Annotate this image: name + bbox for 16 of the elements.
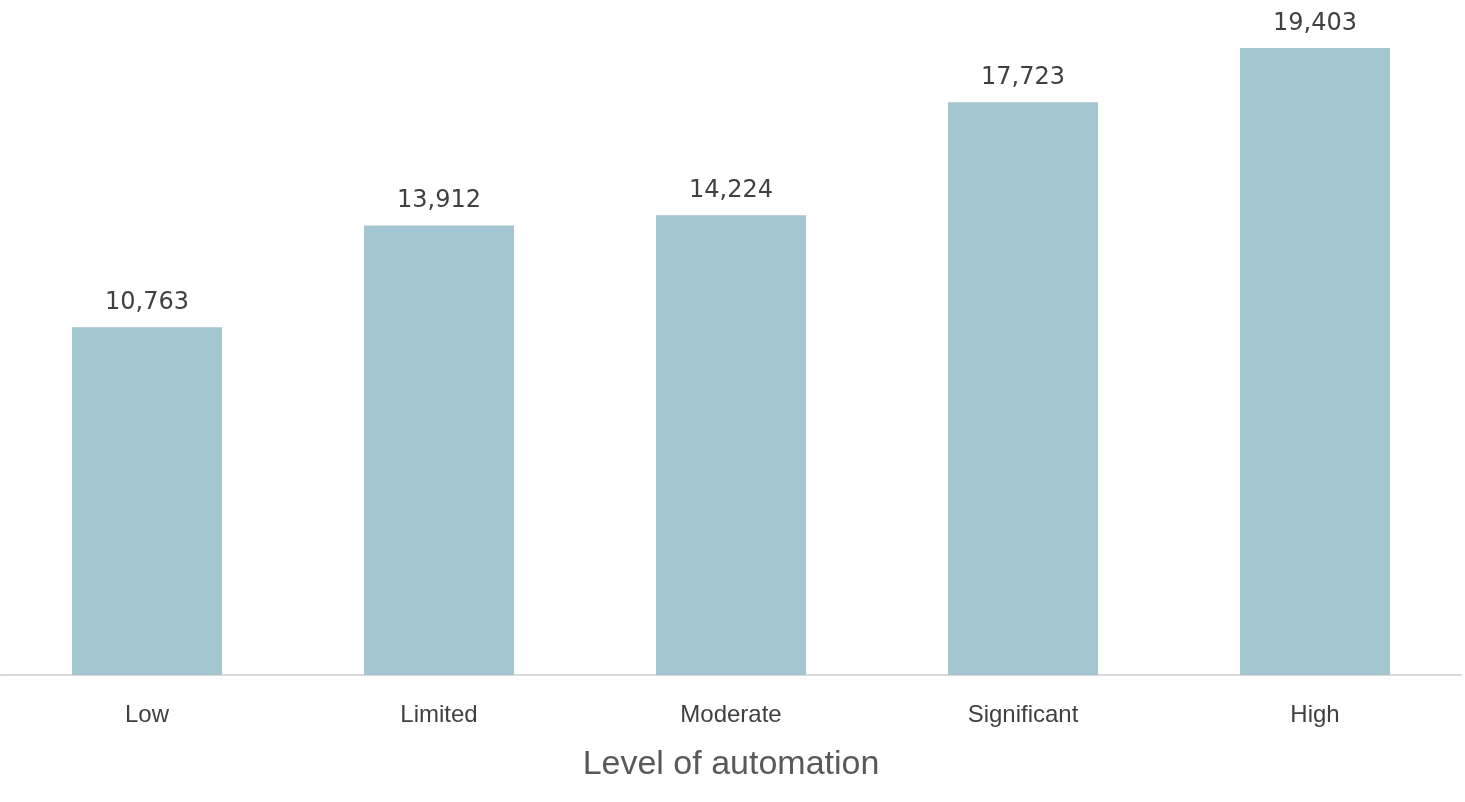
x-tick-label: Limited bbox=[400, 699, 478, 727]
bar bbox=[72, 327, 222, 675]
data-label: 13,912 bbox=[397, 185, 481, 214]
x-tick-label: High bbox=[1290, 699, 1340, 727]
bar bbox=[1240, 48, 1390, 675]
bar bbox=[364, 225, 514, 675]
data-label: 19,403 bbox=[1273, 8, 1357, 36]
bar bbox=[948, 102, 1098, 675]
bar bbox=[656, 215, 806, 675]
x-tick-label: Significant bbox=[967, 699, 1079, 727]
x-tick-label: Low bbox=[124, 699, 170, 727]
data-label: 17,723 bbox=[981, 62, 1065, 91]
data-label: 10,763 bbox=[105, 287, 189, 316]
x-tick-label: Moderate bbox=[680, 699, 782, 727]
x-axis-title: Level of automation bbox=[582, 743, 880, 781]
data-label: 14,224 bbox=[689, 175, 773, 204]
